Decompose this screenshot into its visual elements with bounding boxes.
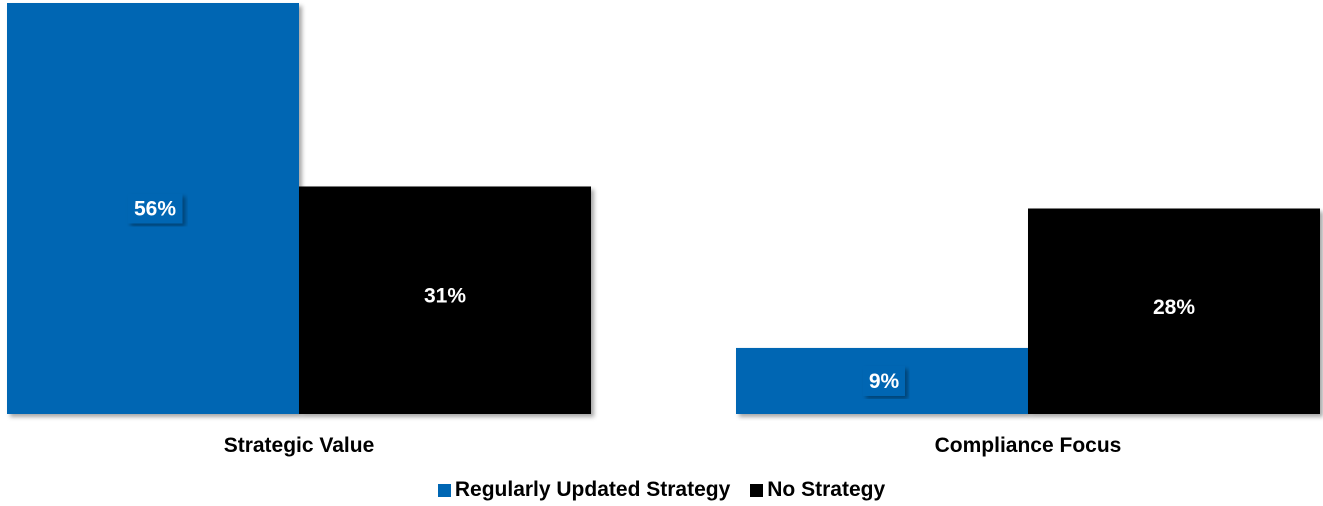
legend-swatch-series-1: [437, 483, 451, 497]
legend: Regularly Updated Strategy No Strategy: [0, 478, 1323, 502]
data-label-box-1-2: [863, 365, 905, 396]
legend-label-series-1: Regularly Updated Strategy: [454, 478, 731, 501]
bar-2-1: [299, 186, 591, 414]
data-label-1-2: 9%: [869, 370, 900, 393]
bar-chart: 56% 31% Strategic Value 9% 28% Compliance Foc…: [7, 3, 1320, 457]
category-label-2: Compliance Focus: [935, 434, 1122, 457]
data-label-2-1: 31%: [424, 285, 466, 308]
category-label-1: Strategic Value: [224, 434, 375, 457]
legend-label-series-2: No Strategy: [767, 478, 886, 501]
legend-item-series-2: No Strategy: [750, 478, 885, 502]
bar-2-2: [1028, 208, 1320, 414]
data-label-box-1-1: [127, 193, 183, 224]
data-label-2-2: 28%: [1153, 296, 1195, 319]
legend-swatch-series-2: [750, 483, 764, 497]
legend-item-series-1: Regularly Updated Strategy: [437, 478, 731, 502]
data-label-1-1: 56%: [134, 198, 176, 221]
